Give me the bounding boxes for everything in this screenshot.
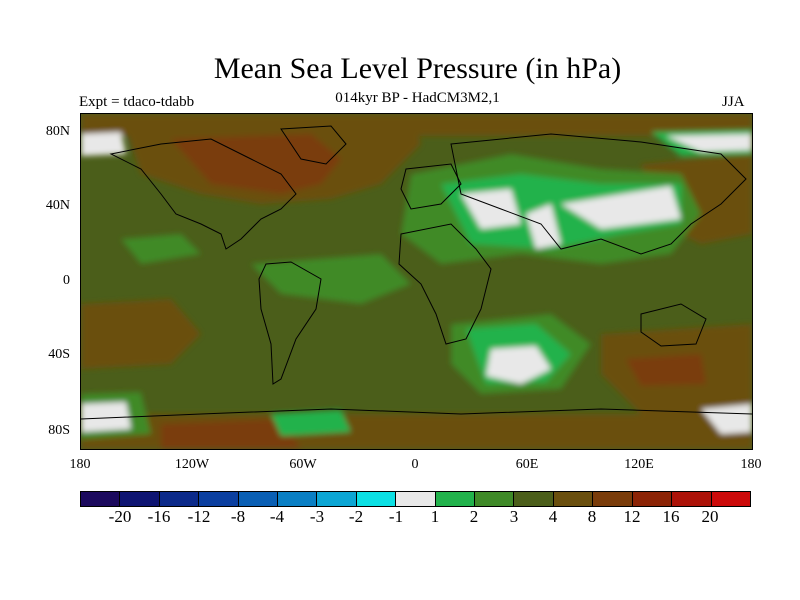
- lon-tick-180w: 180: [69, 457, 91, 472]
- east-pacific-low: [121, 234, 201, 264]
- greenland-high-core: [171, 134, 341, 194]
- lat-tick-80s: 80S: [48, 423, 70, 438]
- lon-tick-0: 0: [411, 457, 419, 472]
- sw-pacific-high-core: [626, 354, 706, 386]
- antarctic-high: [161, 419, 301, 449]
- lat-tick-40s: 40S: [48, 347, 70, 362]
- greenland-coast: [280, 125, 347, 165]
- europe-coast: [400, 163, 462, 210]
- map-subtitle: 014kyr BP - HadCM3M2,1: [335, 90, 500, 106]
- colorbar-label: 2: [469, 507, 479, 526]
- australia-coast: [640, 303, 707, 347]
- colorbar-swatch: [120, 492, 160, 506]
- colorbar-label: 1: [430, 507, 440, 526]
- colorbar-swatch: [593, 492, 633, 506]
- colorbar-label: 20: [701, 507, 719, 526]
- colorbar-label: 16: [662, 507, 680, 526]
- colorbar-swatch: [711, 492, 750, 506]
- africa-coast: [398, 223, 492, 345]
- lon-tick-60e: 60E: [515, 457, 539, 472]
- antarctica-coast: [81, 408, 752, 420]
- arctic-min-ne: [666, 134, 752, 152]
- colorbar-swatch: [199, 492, 239, 506]
- lat-tick-0: 0: [63, 273, 70, 288]
- season-label: JJA: [722, 94, 745, 110]
- indian-ocean-min: [486, 346, 551, 384]
- colorbar-swatch: [356, 492, 397, 506]
- colorbar-label: 12: [623, 507, 641, 526]
- colorbar-label: -20: [108, 507, 132, 526]
- colorbar-label: -3: [309, 507, 325, 526]
- weddell-low: [271, 410, 351, 436]
- colorbar-swatch: [553, 492, 594, 506]
- south-america-coast: [258, 261, 322, 385]
- colorbar-swatch: [514, 492, 554, 506]
- arctic-min-w: [81, 132, 126, 156]
- pressure-contours: [81, 114, 752, 449]
- colorbar-label: 3: [509, 507, 519, 526]
- south-pacific-high: [81, 299, 201, 369]
- colorbar-swatch: [475, 492, 515, 506]
- colorbar-label: -16: [147, 507, 171, 526]
- pressure-map: [80, 113, 753, 450]
- lon-tick-60w: 60W: [289, 457, 317, 472]
- colorbar-label: 8: [587, 507, 597, 526]
- colorbar-swatch: [81, 492, 121, 506]
- ross-min: [701, 404, 752, 434]
- colorbar-swatch: [238, 492, 279, 506]
- colorbar-swatch: [435, 492, 476, 506]
- map-title: Mean Sea Level Pressure (in hPa): [213, 52, 622, 85]
- tropical-atlantic: [251, 254, 411, 304]
- lon-tick-120e: 120E: [624, 457, 654, 472]
- lat-tick-80n: 80N: [45, 124, 70, 139]
- colorbar-label: -12: [187, 507, 211, 526]
- colorbar-label: -8: [230, 507, 246, 526]
- lat-tick-40n: 40N: [45, 198, 70, 213]
- coastlines: [81, 125, 752, 420]
- experiment-label: Expt = tdaco-tdabb: [79, 94, 195, 110]
- colorbar-label: 4: [548, 507, 558, 526]
- colorbar-label: -1: [388, 507, 404, 526]
- colorbar-label: -4: [269, 507, 285, 526]
- amundsen-min: [81, 402, 131, 432]
- mediterranean-min: [461, 189, 521, 229]
- asia-coast: [450, 133, 747, 255]
- lon-tick-180e: 180: [740, 457, 762, 472]
- colorbar-swatch: [396, 492, 436, 506]
- colorbar-swatch: [159, 492, 200, 506]
- pressure-field: [81, 114, 752, 449]
- colorbar-swatch: [317, 492, 357, 506]
- central-asia-min: [561, 186, 681, 229]
- colorbar-swatch: [632, 492, 673, 506]
- colorbar-label: -2: [348, 507, 364, 526]
- colorbar: [80, 491, 751, 507]
- lon-tick-120w: 120W: [174, 457, 210, 472]
- colorbar-swatch: [278, 492, 318, 506]
- colorbar-swatch: [672, 492, 712, 506]
- north-america-coast: [109, 138, 297, 250]
